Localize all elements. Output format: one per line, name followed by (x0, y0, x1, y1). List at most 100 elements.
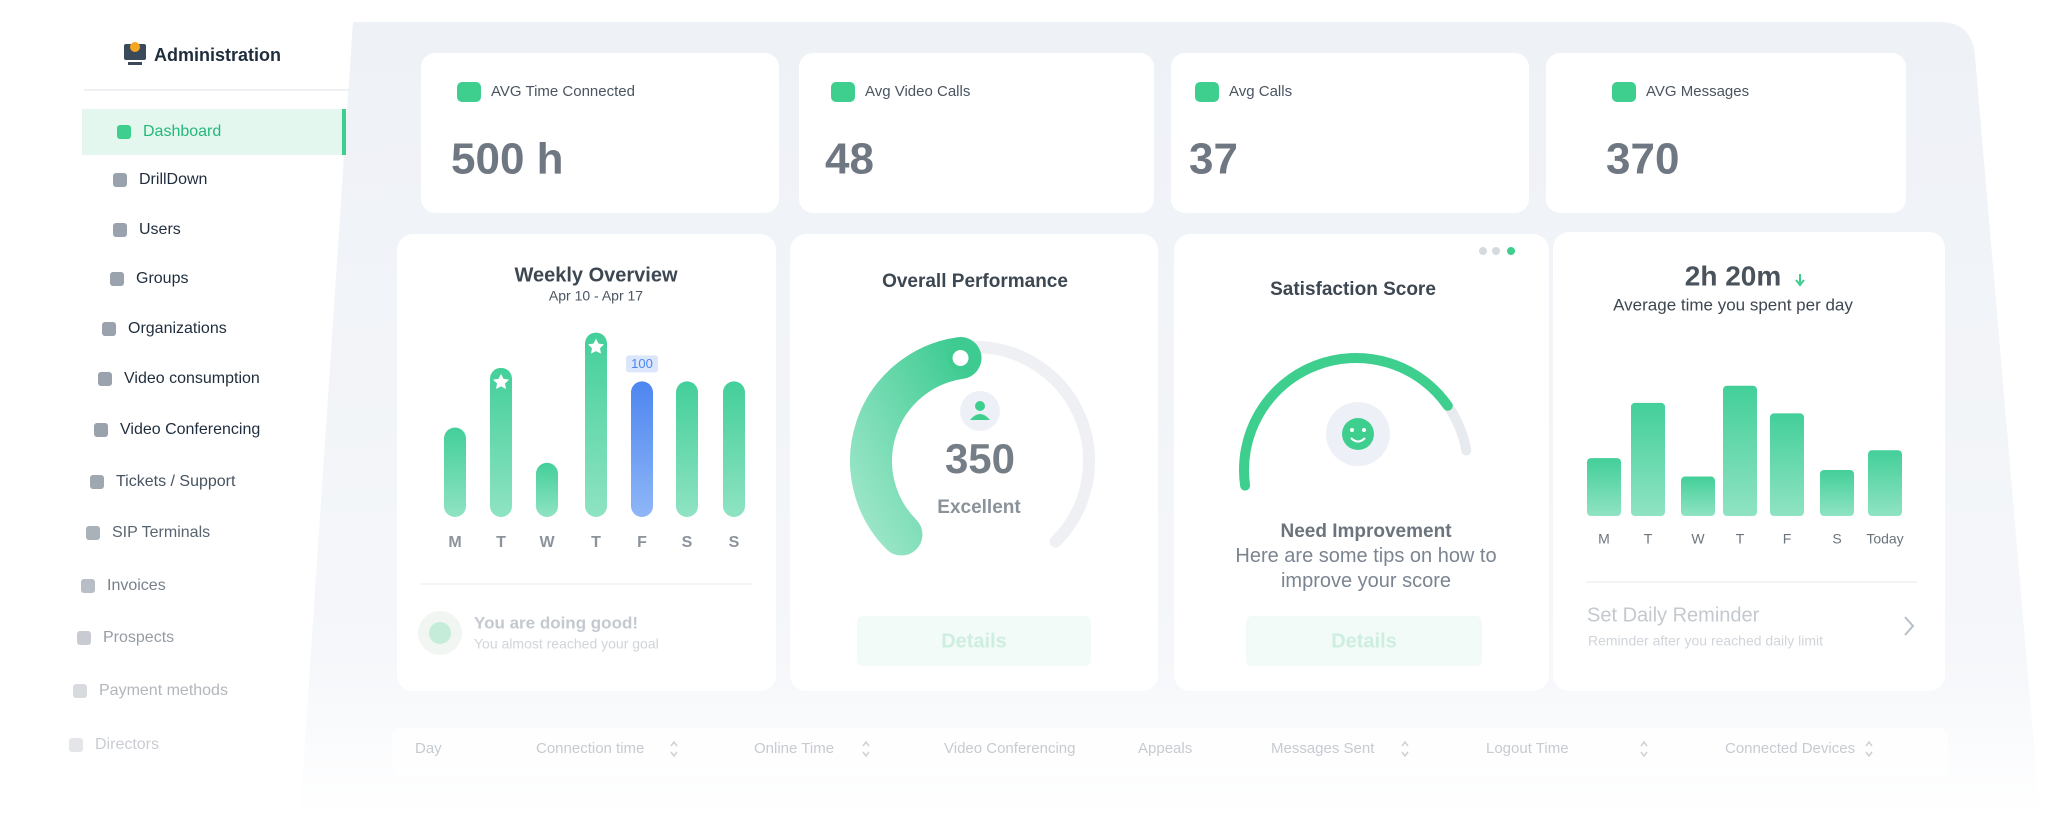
star (493, 373, 509, 389)
sort-icon[interactable] (1865, 740, 1873, 758)
column-header[interactable]: Logout Time (1486, 740, 1569, 757)
stat-card (1171, 53, 1529, 213)
stat-card (421, 53, 779, 213)
day-label: T (1736, 531, 1745, 547)
day-label: S (729, 534, 740, 551)
stat-icon (457, 82, 481, 102)
nav-icon (98, 372, 112, 386)
day-label: W (539, 534, 555, 551)
day-label: T (591, 534, 601, 551)
time-value: 2h 20m (1685, 260, 1782, 291)
bar (1681, 476, 1715, 516)
bar (444, 427, 466, 517)
bar (631, 381, 653, 517)
nav-icon (117, 125, 131, 139)
page-dot[interactable] (1492, 247, 1500, 255)
logo (124, 42, 146, 65)
value-pill (626, 355, 658, 373)
nav-icon (90, 475, 104, 489)
details-button[interactable] (857, 616, 1091, 666)
nav-icon (86, 526, 100, 540)
sidebar-title: Administration (154, 45, 281, 65)
nav-item[interactable]: Organizations (128, 320, 227, 337)
eye (1362, 428, 1366, 432)
day-label: F (1783, 531, 1792, 547)
down-arrow (1795, 274, 1805, 287)
nav-item[interactable]: Dashboard (143, 123, 221, 140)
time-chart: M T W T F S Today (1587, 385, 1904, 547)
day-label: F (637, 534, 647, 551)
sort-icon[interactable] (670, 740, 678, 758)
stat-value: 370 (1606, 135, 1679, 184)
page-dot[interactable] (1479, 247, 1487, 255)
nav-icon (77, 631, 91, 645)
stat-value: 48 (825, 135, 874, 184)
sort-icon[interactable] (862, 740, 870, 758)
details-label[interactable]: Details (941, 630, 1007, 652)
column-header[interactable]: Video Conferencing (944, 740, 1075, 757)
stat-icon (1195, 82, 1219, 102)
column-header[interactable]: Connected Devices (1725, 740, 1855, 757)
nav-icon (81, 579, 95, 593)
stat-label: AVG Time Connected (491, 83, 635, 100)
bar (1587, 458, 1621, 516)
footer-text: You almost reached your goal (474, 636, 659, 652)
value-label: 100 (631, 356, 653, 371)
details-button[interactable] (1246, 616, 1482, 666)
score: 350 (945, 435, 1015, 482)
bar (676, 381, 698, 517)
card-title: Weekly Overview (514, 264, 678, 286)
status: Need Improvement (1280, 521, 1452, 542)
nav-item[interactable]: DrillDown (139, 171, 207, 188)
bar (585, 332, 607, 517)
stat-card (1546, 53, 1906, 213)
sort-icon[interactable] (1401, 740, 1409, 758)
nav-item[interactable]: Video Conferencing (120, 421, 260, 438)
day-label: S (682, 534, 693, 551)
column-header[interactable]: Day (415, 740, 442, 757)
nav-item[interactable]: Groups (136, 270, 188, 287)
avatar-body (970, 414, 990, 420)
day-label: M (448, 534, 461, 551)
column-header[interactable]: Connection time (536, 740, 644, 757)
bar (536, 462, 558, 517)
day-label: T (1644, 531, 1653, 547)
stat-value: 37 (1189, 135, 1238, 184)
nav-item[interactable]: Tickets / Support (116, 473, 236, 490)
day-label: S (1832, 531, 1841, 547)
gauge-knob (948, 346, 973, 371)
bar (1723, 385, 1757, 516)
nav-item[interactable]: Video consumption (124, 370, 260, 387)
nav-item[interactable]: Directors (95, 736, 159, 753)
weekly-chart: M T W T 100 F S S (444, 332, 745, 551)
details-label[interactable]: Details (1331, 630, 1397, 652)
page-dot[interactable] (1507, 247, 1515, 255)
reminder-title[interactable]: Set Daily Reminder (1587, 604, 1760, 626)
smiley (429, 622, 451, 644)
bar (1631, 402, 1665, 516)
footer-title: You are doing good! (474, 613, 638, 632)
card-subtitle: Apr 10 - Apr 17 (549, 288, 643, 304)
time-subtitle: Average time you spent per day (1613, 295, 1853, 314)
nav-item[interactable]: Invoices (107, 577, 166, 594)
column-header[interactable]: Messages Sent (1271, 740, 1375, 757)
table-header-bg (392, 728, 1948, 776)
column-header[interactable]: Appeals (1138, 740, 1192, 757)
column-header[interactable]: Online Time (754, 740, 834, 757)
nav-icon (94, 423, 108, 437)
satisfaction-gauge (1239, 353, 1472, 491)
rating: Excellent (937, 497, 1021, 518)
bar (1868, 450, 1902, 516)
sort-icon[interactable] (1640, 740, 1648, 758)
reminder-text: Reminder after you reached daily limit (1588, 633, 1823, 649)
bar (1770, 413, 1804, 516)
nav-item[interactable]: Payment methods (99, 682, 228, 699)
nav-item[interactable]: SIP Terminals (112, 524, 210, 541)
gauge-track (969, 341, 1095, 548)
sidebar-items: Dashboard DrillDown Users Groups Organizatio… (69, 123, 260, 753)
day-label: T (496, 534, 506, 551)
nav-item[interactable]: Users (139, 221, 181, 238)
stat-icon (831, 82, 855, 102)
nav-item[interactable]: Prospects (103, 629, 174, 646)
chevron[interactable] (1904, 616, 1915, 636)
